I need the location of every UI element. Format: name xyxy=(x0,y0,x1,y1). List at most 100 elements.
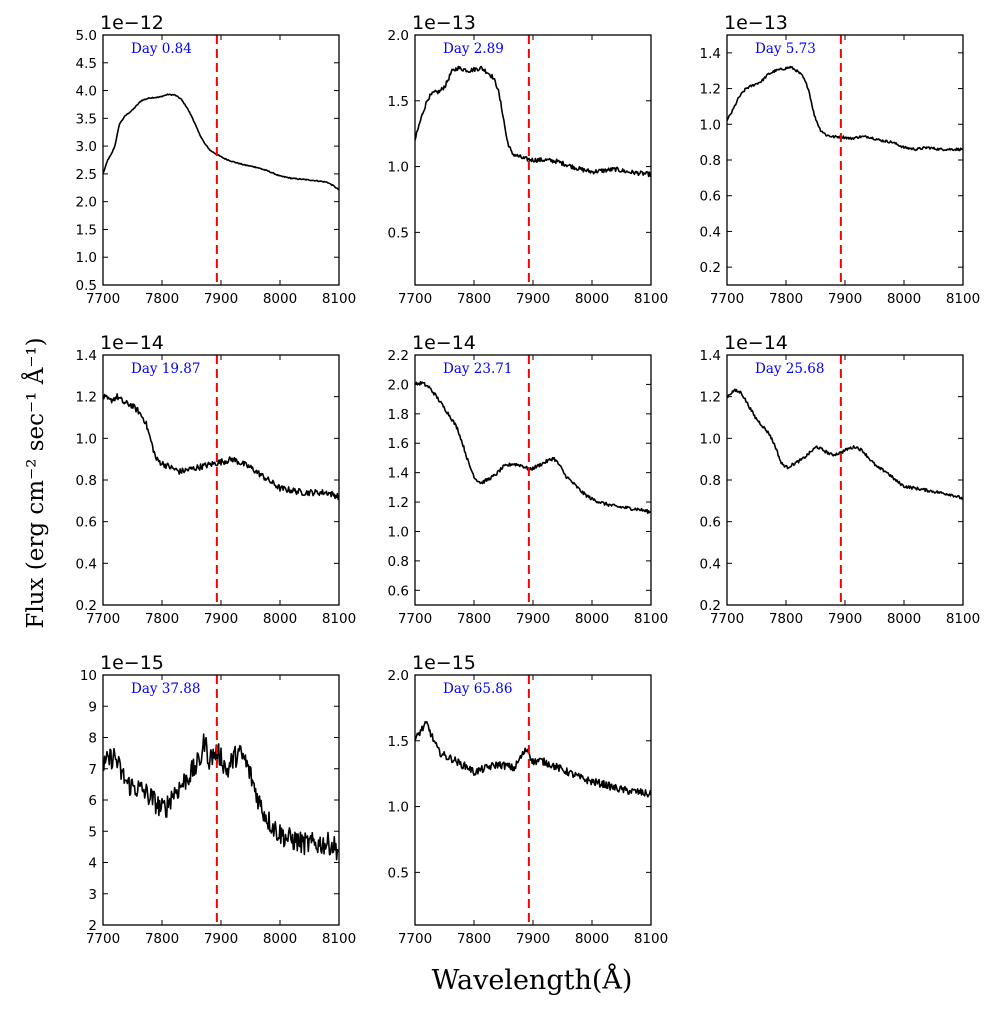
x-tick-label: 8100 xyxy=(322,291,356,307)
y-tick-label: 1.6 xyxy=(388,436,409,452)
y-tick-label: 3 xyxy=(88,887,97,903)
y-tick-label: 2.0 xyxy=(388,668,409,684)
y-tick-label: 0.6 xyxy=(700,189,721,205)
y-tick-label: 0.5 xyxy=(388,225,409,241)
x-tick-label: 8100 xyxy=(946,291,980,307)
y-tick-label: 0.2 xyxy=(700,260,721,276)
day-annotation-panel-4: Day 19.87 xyxy=(131,361,200,377)
x-tick-label: 7900 xyxy=(516,611,550,627)
offset-label-panel-6: 1e−14 xyxy=(724,332,788,354)
x-tick-label: 8000 xyxy=(887,291,921,307)
y-tick-label: 8 xyxy=(88,731,97,747)
axes-frame-panel-4 xyxy=(102,354,340,606)
axes-frame-panel-8 xyxy=(414,674,652,926)
x-tick-label: 7900 xyxy=(204,611,238,627)
y-tick-label: 2.5 xyxy=(76,167,97,183)
x-tick-label: 8000 xyxy=(263,611,297,627)
day-annotation-panel-3: Day 5.73 xyxy=(755,41,816,57)
x-tick-label: 8000 xyxy=(575,931,609,947)
y-tick-label: 1.2 xyxy=(700,390,721,406)
x-tick-label: 7800 xyxy=(769,291,803,307)
y-tick-label: 4.5 xyxy=(76,56,97,72)
y-tick-label: 1.0 xyxy=(76,250,97,266)
axes-frame-panel-7 xyxy=(102,674,340,926)
x-tick-label: 8000 xyxy=(263,291,297,307)
axes-frame-panel-3 xyxy=(726,34,964,286)
y-tick-label: 2.2 xyxy=(388,348,409,364)
x-tick-label: 7700 xyxy=(398,291,432,307)
x-tick-label: 7900 xyxy=(204,931,238,947)
x-tick-label: 7700 xyxy=(86,931,120,947)
panel-6: 7700 7800 7900 8000 8100 0.2 0.4 0.6 0.8 1.0 1.2 1.… xyxy=(700,332,981,627)
x-tick-label: 8000 xyxy=(575,291,609,307)
x-tick-label: 7900 xyxy=(516,931,550,947)
offset-label-panel-2: 1e−13 xyxy=(412,12,476,34)
x-tick-label: 7900 xyxy=(516,291,550,307)
day-annotation-panel-2: Day 2.89 xyxy=(443,41,504,57)
y-tick-label: 0.5 xyxy=(76,278,97,294)
panel-2: 7700 7800 7900 8000 8100 0.5 1.0 1.5 2.01e−13 Day… xyxy=(388,12,669,307)
axes-frame-panel-1 xyxy=(102,34,340,286)
x-tick-label: 7700 xyxy=(398,931,432,947)
x-tick-label: 7800 xyxy=(145,291,179,307)
x-tick-label: 7700 xyxy=(86,611,120,627)
spectrum-line-panel-3 xyxy=(727,65,963,152)
offset-label-panel-8: 1e−15 xyxy=(412,652,476,674)
y-tick-label: 3.5 xyxy=(76,111,97,127)
y-tick-label: 1.0 xyxy=(388,160,409,176)
y-tick-label: 4.0 xyxy=(76,84,97,100)
y-tick-label: 9 xyxy=(88,699,97,715)
offset-label-panel-4: 1e−14 xyxy=(100,332,164,354)
x-tick-label: 7700 xyxy=(86,291,120,307)
y-tick-label: 1.2 xyxy=(388,495,409,511)
x-tick-label: 8100 xyxy=(946,611,980,627)
offset-label-panel-3: 1e−13 xyxy=(724,12,788,34)
x-tick-label: 8000 xyxy=(263,931,297,947)
y-tick-label: 0.6 xyxy=(76,515,97,531)
panel-8: 7700 7800 7900 8000 8100 0.5 1.0 1.5 2.01e−15 Day… xyxy=(388,652,669,947)
x-tick-label: 7900 xyxy=(828,291,862,307)
x-tick-label: 7700 xyxy=(398,611,432,627)
y-tick-label: 1.0 xyxy=(700,117,721,133)
x-tick-label: 7800 xyxy=(457,291,491,307)
spectrum-line-panel-4 xyxy=(103,393,339,501)
y-tick-label: 0.8 xyxy=(388,554,409,570)
y-tick-label: 2.0 xyxy=(388,28,409,44)
x-tick-label: 8000 xyxy=(575,611,609,627)
x-tick-label: 8100 xyxy=(322,611,356,627)
x-tick-label: 7800 xyxy=(457,931,491,947)
y-tick-label: 5 xyxy=(88,824,97,840)
x-tick-label: 7900 xyxy=(828,611,862,627)
offset-label-panel-7: 1e−15 xyxy=(100,652,164,674)
x-axis-label: Wavelength(Å) xyxy=(432,963,633,996)
y-tick-label: 1.4 xyxy=(388,466,409,482)
y-tick-label: 0.2 xyxy=(76,598,97,614)
y-tick-label: 1.4 xyxy=(700,46,721,62)
y-tick-label: 6 xyxy=(88,793,97,809)
spectrum-line-panel-8 xyxy=(415,720,651,798)
day-annotation-panel-6: Day 25.68 xyxy=(755,361,824,377)
y-tick-label: 0.6 xyxy=(700,515,721,531)
day-annotation-panel-1: Day 0.84 xyxy=(131,41,192,57)
y-tick-label: 0.2 xyxy=(700,598,721,614)
x-tick-label: 7800 xyxy=(145,931,179,947)
spectrum-line-panel-7 xyxy=(103,733,339,861)
y-tick-label: 2.0 xyxy=(388,377,409,393)
y-tick-label: 1.0 xyxy=(388,800,409,816)
y-tick-label: 1.2 xyxy=(700,82,721,98)
x-tick-label: 7800 xyxy=(769,611,803,627)
y-tick-label: 1.5 xyxy=(76,222,97,238)
x-tick-label: 7900 xyxy=(204,291,238,307)
y-tick-label: 0.4 xyxy=(700,556,721,572)
y-tick-label: 0.8 xyxy=(700,153,721,169)
y-tick-label: 0.4 xyxy=(700,224,721,240)
axes-frame-panel-5 xyxy=(414,354,652,606)
panel-4: 7700 7800 7900 8000 8100 0.2 0.4 0.6 0.8 1.0 1.2 1.… xyxy=(76,332,357,627)
panel-1: 7700 7800 7900 8000 8100 0.5 1.0 1.5 2.0 2.5 3.0 3.… xyxy=(76,12,357,307)
day-annotation-panel-8: Day 65.86 xyxy=(443,681,512,697)
y-tick-label: 0.8 xyxy=(700,473,721,489)
spectrum-line-panel-6 xyxy=(727,388,963,501)
axes-frame-panel-6 xyxy=(726,354,964,606)
y-tick-label: 1.4 xyxy=(76,348,97,364)
